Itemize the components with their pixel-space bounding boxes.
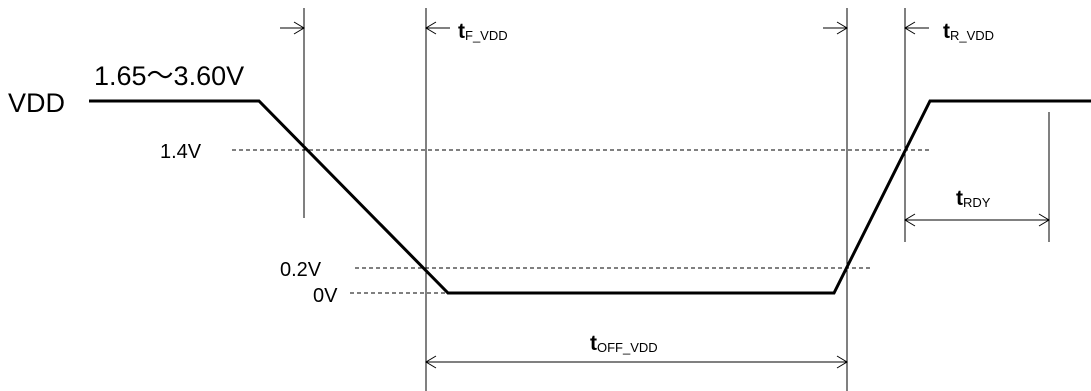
t-off-vdd-label: tOFF_VDD bbox=[590, 332, 658, 355]
t-off-vdd-arrow bbox=[425, 355, 848, 369]
t-rdy-arrow bbox=[904, 213, 1050, 227]
t-r-vdd-arrows bbox=[823, 21, 929, 35]
level-label-0v: 0V bbox=[313, 285, 338, 307]
t-r-vdd-label: tR_VDD bbox=[943, 20, 994, 43]
level-label-1-4v: 1.4V bbox=[160, 141, 202, 163]
vdd-waveform bbox=[89, 99, 1091, 295]
signal-name: VDD bbox=[8, 88, 65, 118]
t-f-vdd-label: tF_VDD bbox=[458, 20, 508, 43]
level-label-0-2v: 0.2V bbox=[280, 259, 322, 281]
t-rdy-label: tRDY bbox=[956, 187, 991, 210]
t-f-vdd-arrows bbox=[280, 21, 450, 35]
voltage-range-label: 1.65〜3.60V bbox=[94, 61, 244, 91]
